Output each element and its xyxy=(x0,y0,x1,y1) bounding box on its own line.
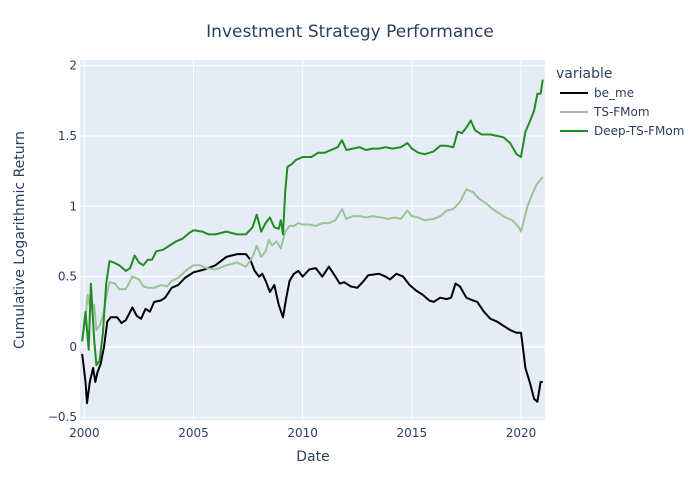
y-tick-label: 0.5 xyxy=(58,270,77,284)
x-tick-label: 2000 xyxy=(69,426,100,440)
x-tick-label: 2020 xyxy=(506,426,537,440)
chart-title: Investment Strategy Performance xyxy=(206,22,494,42)
legend-item-ts-fmom[interactable]: TS-FMom xyxy=(560,105,650,119)
legend-label: be_me xyxy=(594,86,634,100)
y-tick-label: 2 xyxy=(69,59,77,73)
x-axis-title: Date xyxy=(296,449,329,465)
x-axis-ticks: 2000 2005 2010 2015 2020 xyxy=(69,426,536,440)
legend: variable be_me TS-FMom Deep-TS-FMom xyxy=(556,66,684,138)
series-line-be-me xyxy=(81,253,543,405)
x-tick-label: 2005 xyxy=(178,426,209,440)
series-lines xyxy=(81,79,544,405)
legend-label: TS-FMom xyxy=(593,105,650,119)
x-tick-label: 2015 xyxy=(397,426,428,440)
y-tick-label: 1 xyxy=(69,199,77,213)
plot-area xyxy=(80,60,545,420)
legend-title: variable xyxy=(556,66,612,82)
x-tick-label: 2010 xyxy=(287,426,318,440)
legend-label: Deep-TS-FMom xyxy=(594,124,684,138)
y-axis-title: Cumulative Logarithmic Return xyxy=(12,131,28,349)
legend-item-deep-ts-fmom[interactable]: Deep-TS-FMom xyxy=(560,124,684,138)
y-tick-label: 1.5 xyxy=(58,129,77,143)
gridlines xyxy=(80,60,545,420)
legend-item-be-me[interactable]: be_me xyxy=(560,86,634,100)
series-line-ts-fmom xyxy=(81,176,544,340)
y-tick-label: −0.5 xyxy=(48,410,77,424)
series-line-deep-ts-fmom xyxy=(81,79,544,367)
y-tick-label: 0 xyxy=(69,340,77,354)
y-axis-ticks: −0.5 0 0.5 1 1.5 2 xyxy=(48,59,77,425)
